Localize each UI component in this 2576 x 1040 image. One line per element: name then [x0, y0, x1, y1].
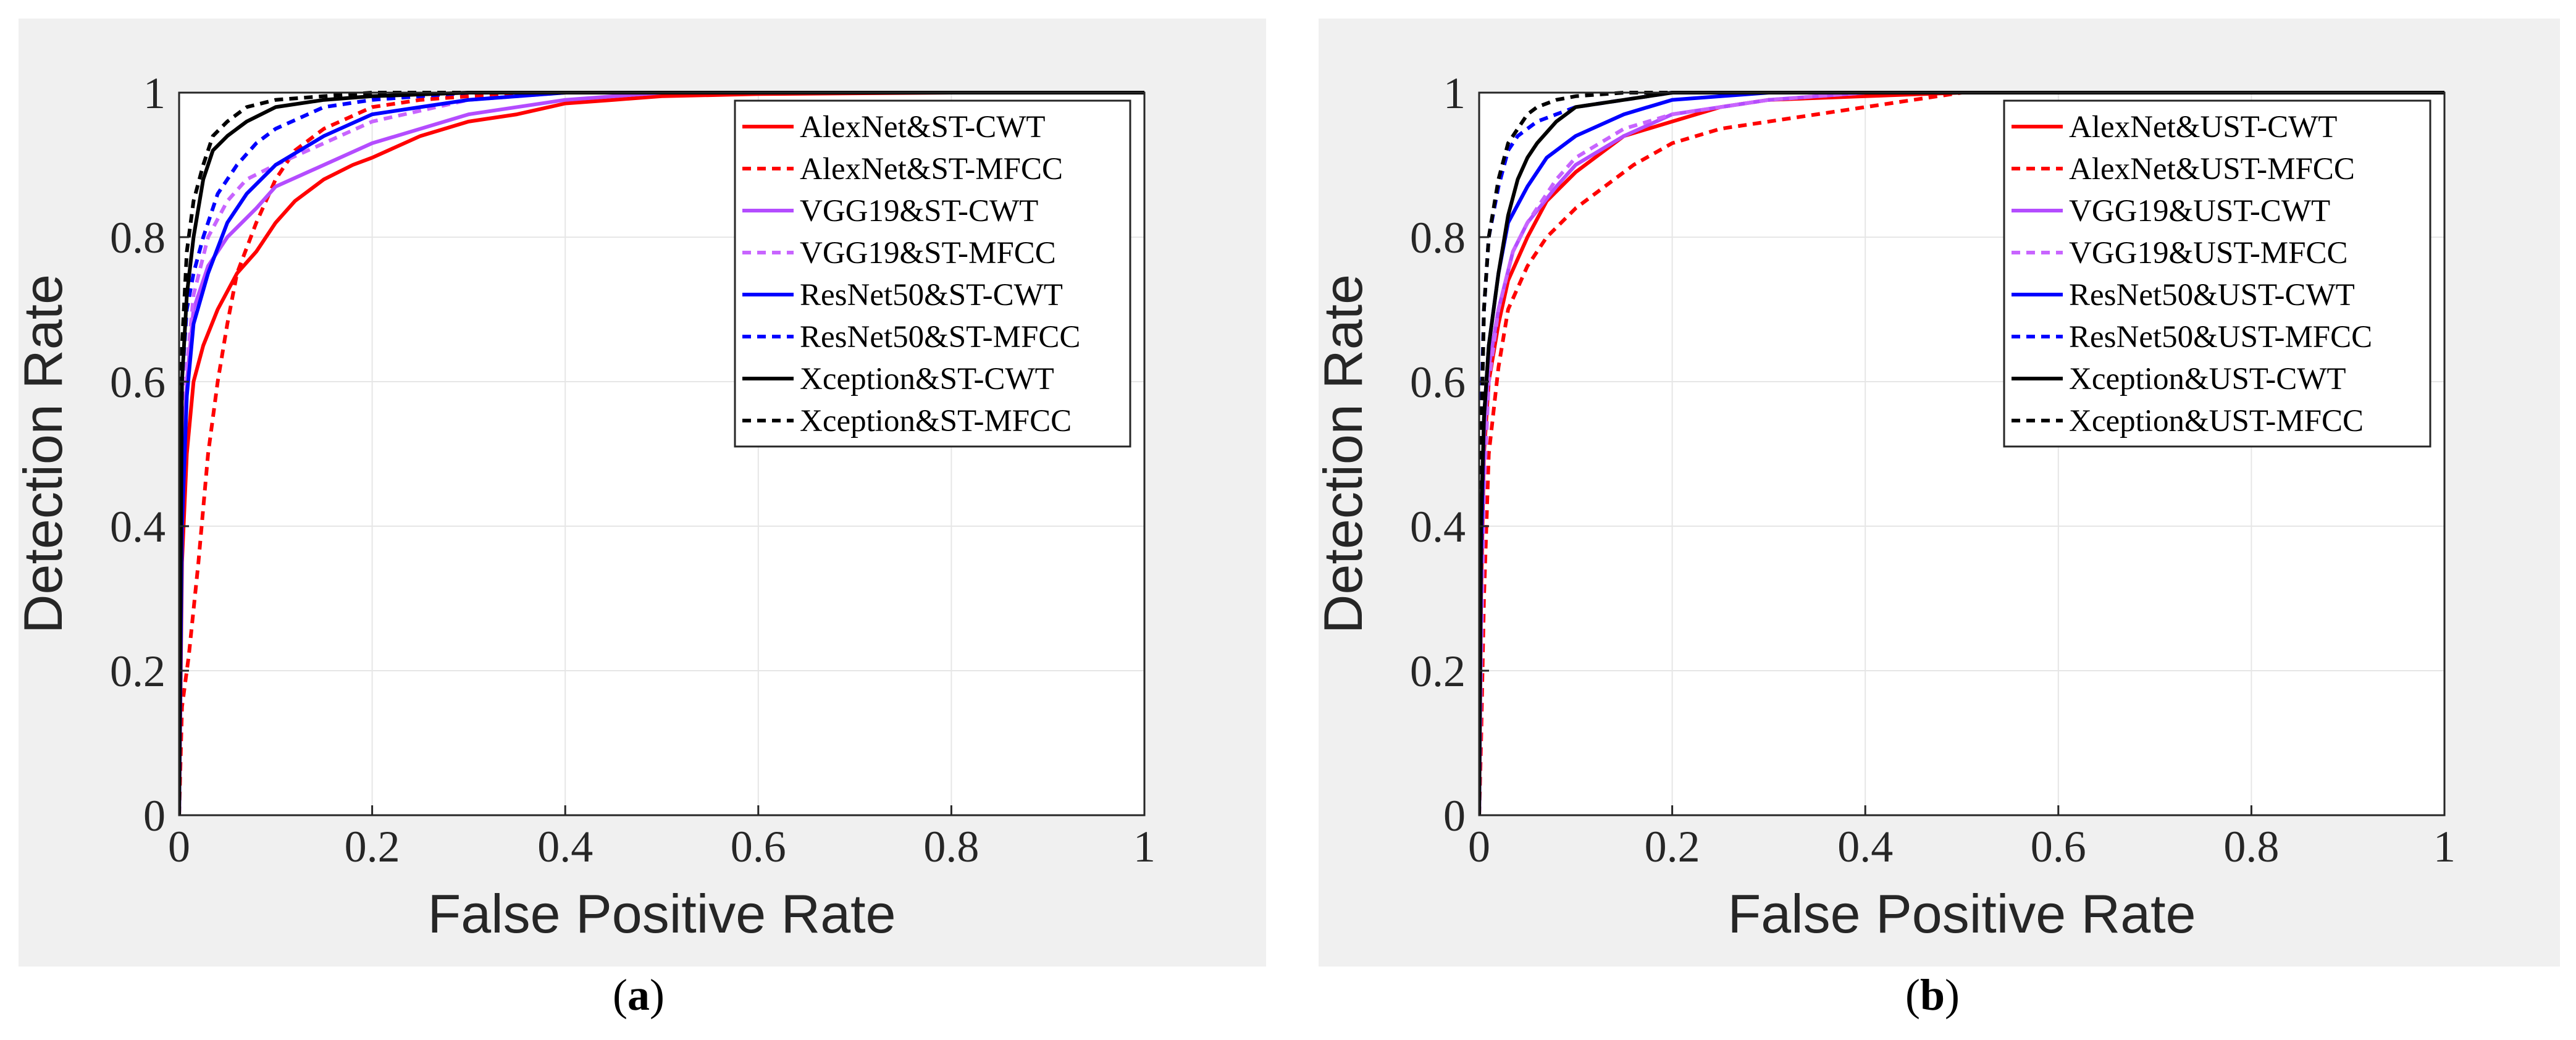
- x-tick-label-a: 0.6: [731, 822, 786, 871]
- y-tick-label-a: 0.4: [110, 502, 166, 551]
- y-tick-label-b: 0.4: [1410, 502, 1466, 551]
- x-tick-label-a: 0.8: [923, 822, 979, 871]
- legend-label-b-1: AlexNet&UST-MFCC: [2069, 152, 2355, 187]
- series-line-a-3: [179, 91, 1144, 815]
- legend-label-b-3: VGG19&UST-MFCC: [2069, 236, 2348, 270]
- axes-box-a: [178, 91, 1146, 816]
- y-axis-label-a: Detection Rate: [12, 274, 73, 634]
- x-tick-label-a: 0: [168, 822, 190, 871]
- caption-a-letter: a: [627, 970, 650, 1020]
- caption-b-open: (: [1905, 970, 1920, 1020]
- y-tick-label-b: 1: [1443, 69, 1466, 118]
- legend-label-a-4: ResNet50&ST-CWT: [800, 278, 1063, 312]
- x-tick-label-b: 0.2: [1645, 822, 1700, 871]
- y-tick-label-b: 0.6: [1410, 358, 1466, 407]
- legend-label-b-2: VGG19&UST-CWT: [2069, 194, 2330, 229]
- legend-label-a-0: AlexNet&ST-CWT: [800, 110, 1046, 145]
- series-line-a-6: [179, 91, 1144, 815]
- x-tick-label-a: 0.2: [345, 822, 400, 871]
- x-axis-label-b: False Positive Rate: [1727, 883, 2196, 944]
- curves-a: [179, 91, 1144, 815]
- y-tick-label-a: 0: [143, 791, 166, 841]
- series-line-a-1: [179, 91, 1144, 815]
- x-tick-label-b: 0: [1468, 822, 1490, 871]
- y-tick-label-b: 0.8: [1410, 213, 1466, 262]
- axes-box-b: [1478, 91, 2446, 816]
- caption-a-open: (: [613, 970, 627, 1020]
- series-line-a-0: [179, 91, 1144, 815]
- legend-label-a-6: Xception&ST-CWT: [800, 362, 1054, 396]
- x-tick-label-a: 0.4: [537, 822, 593, 871]
- curves-b: [1479, 91, 2444, 815]
- y-axis-label-b: Detection Rate: [1312, 274, 1374, 634]
- series-line-b-6: [1479, 91, 2444, 815]
- y-tick-label-a: 0.6: [110, 358, 166, 407]
- x-tick-label-b: 1: [2433, 822, 2456, 871]
- legend-b: AlexNet&UST-CWT AlexNet&UST-MFCC VGG19&UST…: [2003, 99, 2431, 448]
- y-tick-label-b: 0: [1443, 791, 1466, 841]
- legend-label-b-7: Xception&UST-MFCC: [2069, 404, 2364, 438]
- x-axis-label-a: False Positive Rate: [427, 883, 896, 944]
- caption-b-letter: b: [1919, 970, 1945, 1020]
- chart-a: 0 0.2 0.4 0.6 0.8 1 0 0.2 0.4 0.6 0.8 1 False Positi…: [12, 69, 1156, 944]
- x-tick-label-b: 0.8: [2223, 822, 2279, 871]
- x-tick-label-a: 1: [1133, 822, 1156, 871]
- chart-b: 0 0.2 0.4 0.6 0.8 1 0 0.2 0.4 0.6 0.8 1 False Positi…: [1312, 69, 2456, 944]
- legend-label-a-5: ResNet50&ST-MFCC: [800, 320, 1080, 354]
- y-tick-label-a: 1: [143, 69, 166, 118]
- caption-a-close: ): [649, 970, 665, 1020]
- series-line-b-1: [1479, 91, 2444, 815]
- series-line-a-4: [179, 91, 1144, 815]
- series-line-b-3: [1479, 91, 2444, 815]
- series-line-b-7: [1479, 91, 2444, 815]
- legend-label-a-3: VGG19&ST-MFCC: [800, 236, 1056, 270]
- legend-label-b-6: Xception&UST-CWT: [2069, 362, 2346, 396]
- x-tick-label-b: 0.6: [2031, 822, 2086, 871]
- y-tick-label-a: 0.8: [110, 213, 166, 262]
- legend-box-a: [734, 99, 1131, 448]
- x-tick-label-b: 0.4: [1837, 822, 1893, 871]
- caption-a: (a): [613, 970, 665, 1021]
- y-tick-label-a: 0.2: [110, 647, 166, 696]
- caption-b: (b): [1905, 970, 1960, 1021]
- legend-a: AlexNet&ST-CWT AlexNet&ST-MFCC VGG19&ST-CW…: [734, 99, 1131, 448]
- legend-label-a-2: VGG19&ST-CWT: [800, 194, 1038, 229]
- legend-box-b: [2003, 99, 2431, 448]
- legend-label-a-7: Xception&ST-MFCC: [800, 404, 1072, 438]
- y-tick-label-b: 0.2: [1410, 647, 1466, 696]
- legend-label-b-4: ResNet50&UST-CWT: [2069, 278, 2355, 312]
- legend-label-b-5: ResNet50&UST-MFCC: [2069, 320, 2372, 354]
- legend-label-b-0: AlexNet&UST-CWT: [2069, 110, 2337, 145]
- legend-label-a-1: AlexNet&ST-MFCC: [800, 152, 1063, 187]
- caption-b-close: ): [1945, 970, 1960, 1020]
